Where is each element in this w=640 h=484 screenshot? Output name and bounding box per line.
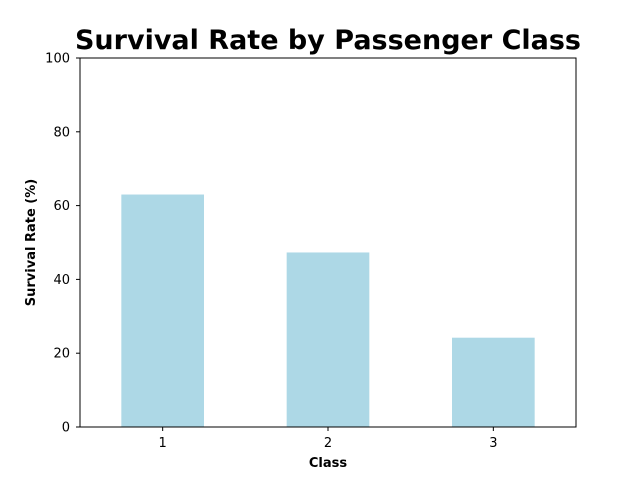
y-tick-label: 0 — [62, 421, 70, 436]
x-axis-label: Class — [309, 456, 348, 471]
x-tick-label: 2 — [324, 436, 332, 451]
x-tick-label: 1 — [159, 436, 167, 451]
plot-frame — [79, 57, 577, 428]
y-tick-label: 40 — [53, 273, 70, 288]
bar-class-1 — [121, 194, 204, 427]
bars-layer — [121, 194, 535, 427]
y-tick-label: 80 — [53, 125, 70, 140]
x-axis-ticks: 1 2 3 — [159, 427, 497, 451]
chart-title: Survival Rate by Passenger Class — [75, 25, 581, 56]
y-tick-label: 100 — [45, 52, 70, 67]
y-tick-label: 20 — [53, 347, 70, 362]
y-axis-ticks: 0 20 40 60 80 100 — [45, 52, 80, 436]
bar-class-2 — [286, 252, 370, 427]
bar-class-3 — [452, 337, 535, 427]
x-tick-label: 3 — [489, 436, 497, 451]
y-axis-label: Survival Rate (%) — [24, 179, 39, 306]
y-tick-label: 60 — [53, 199, 70, 214]
